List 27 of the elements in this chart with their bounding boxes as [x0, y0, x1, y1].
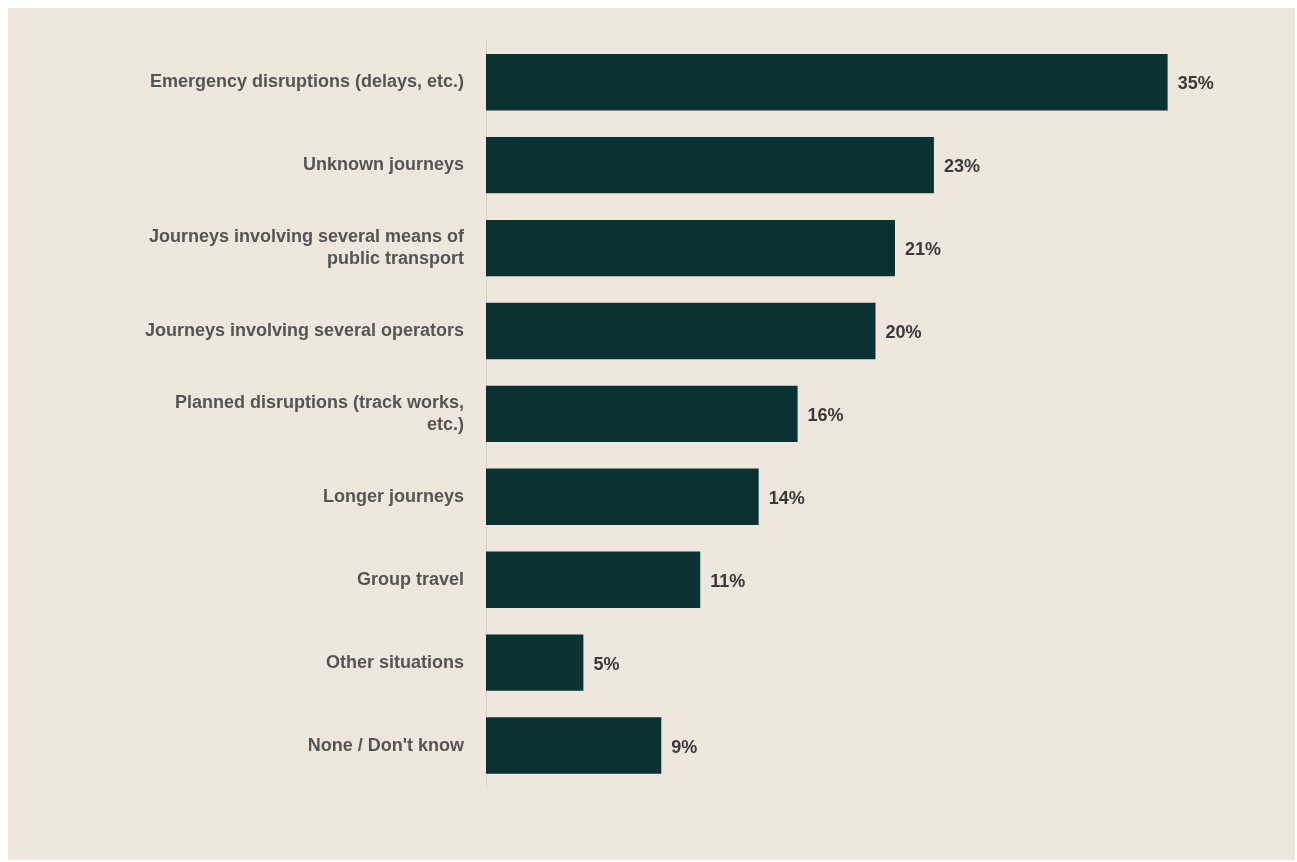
data-label: 14%	[768, 487, 805, 508]
data-label: 5%	[593, 653, 620, 674]
y-tick-label: None / Don't know	[307, 734, 465, 755]
bar	[486, 717, 662, 774]
y-tick-label: Planned disruptions (track works, etc.)	[174, 392, 464, 434]
bar	[486, 385, 798, 443]
data-label: 9%	[671, 736, 698, 757]
y-tick-label: Emergency disruptions (delays, etc.)	[149, 71, 464, 92]
bar	[486, 54, 1168, 111]
y-tick-label: Unknown journeys	[302, 154, 464, 175]
data-label: 21%	[904, 239, 942, 260]
y-tick-label: Journeys involving several operators	[144, 319, 464, 340]
data-label: 11%	[710, 570, 746, 591]
bar	[486, 302, 876, 360]
y-tick-label: Longer journeys	[322, 485, 464, 506]
data-label: 23%	[943, 156, 980, 177]
y-tick-label: Group travel	[356, 568, 464, 589]
bar	[486, 634, 584, 691]
bar	[486, 219, 895, 277]
bar	[486, 551, 701, 608]
data-label: 35%	[1177, 73, 1214, 94]
y-tick-label: Other situations	[325, 651, 464, 672]
data-label: 20%	[885, 321, 922, 342]
y-tick-label: Journeys involving several means of public transport	[148, 226, 465, 268]
bar	[486, 136, 934, 194]
data-label: 16%	[807, 404, 844, 425]
bar	[486, 468, 759, 525]
